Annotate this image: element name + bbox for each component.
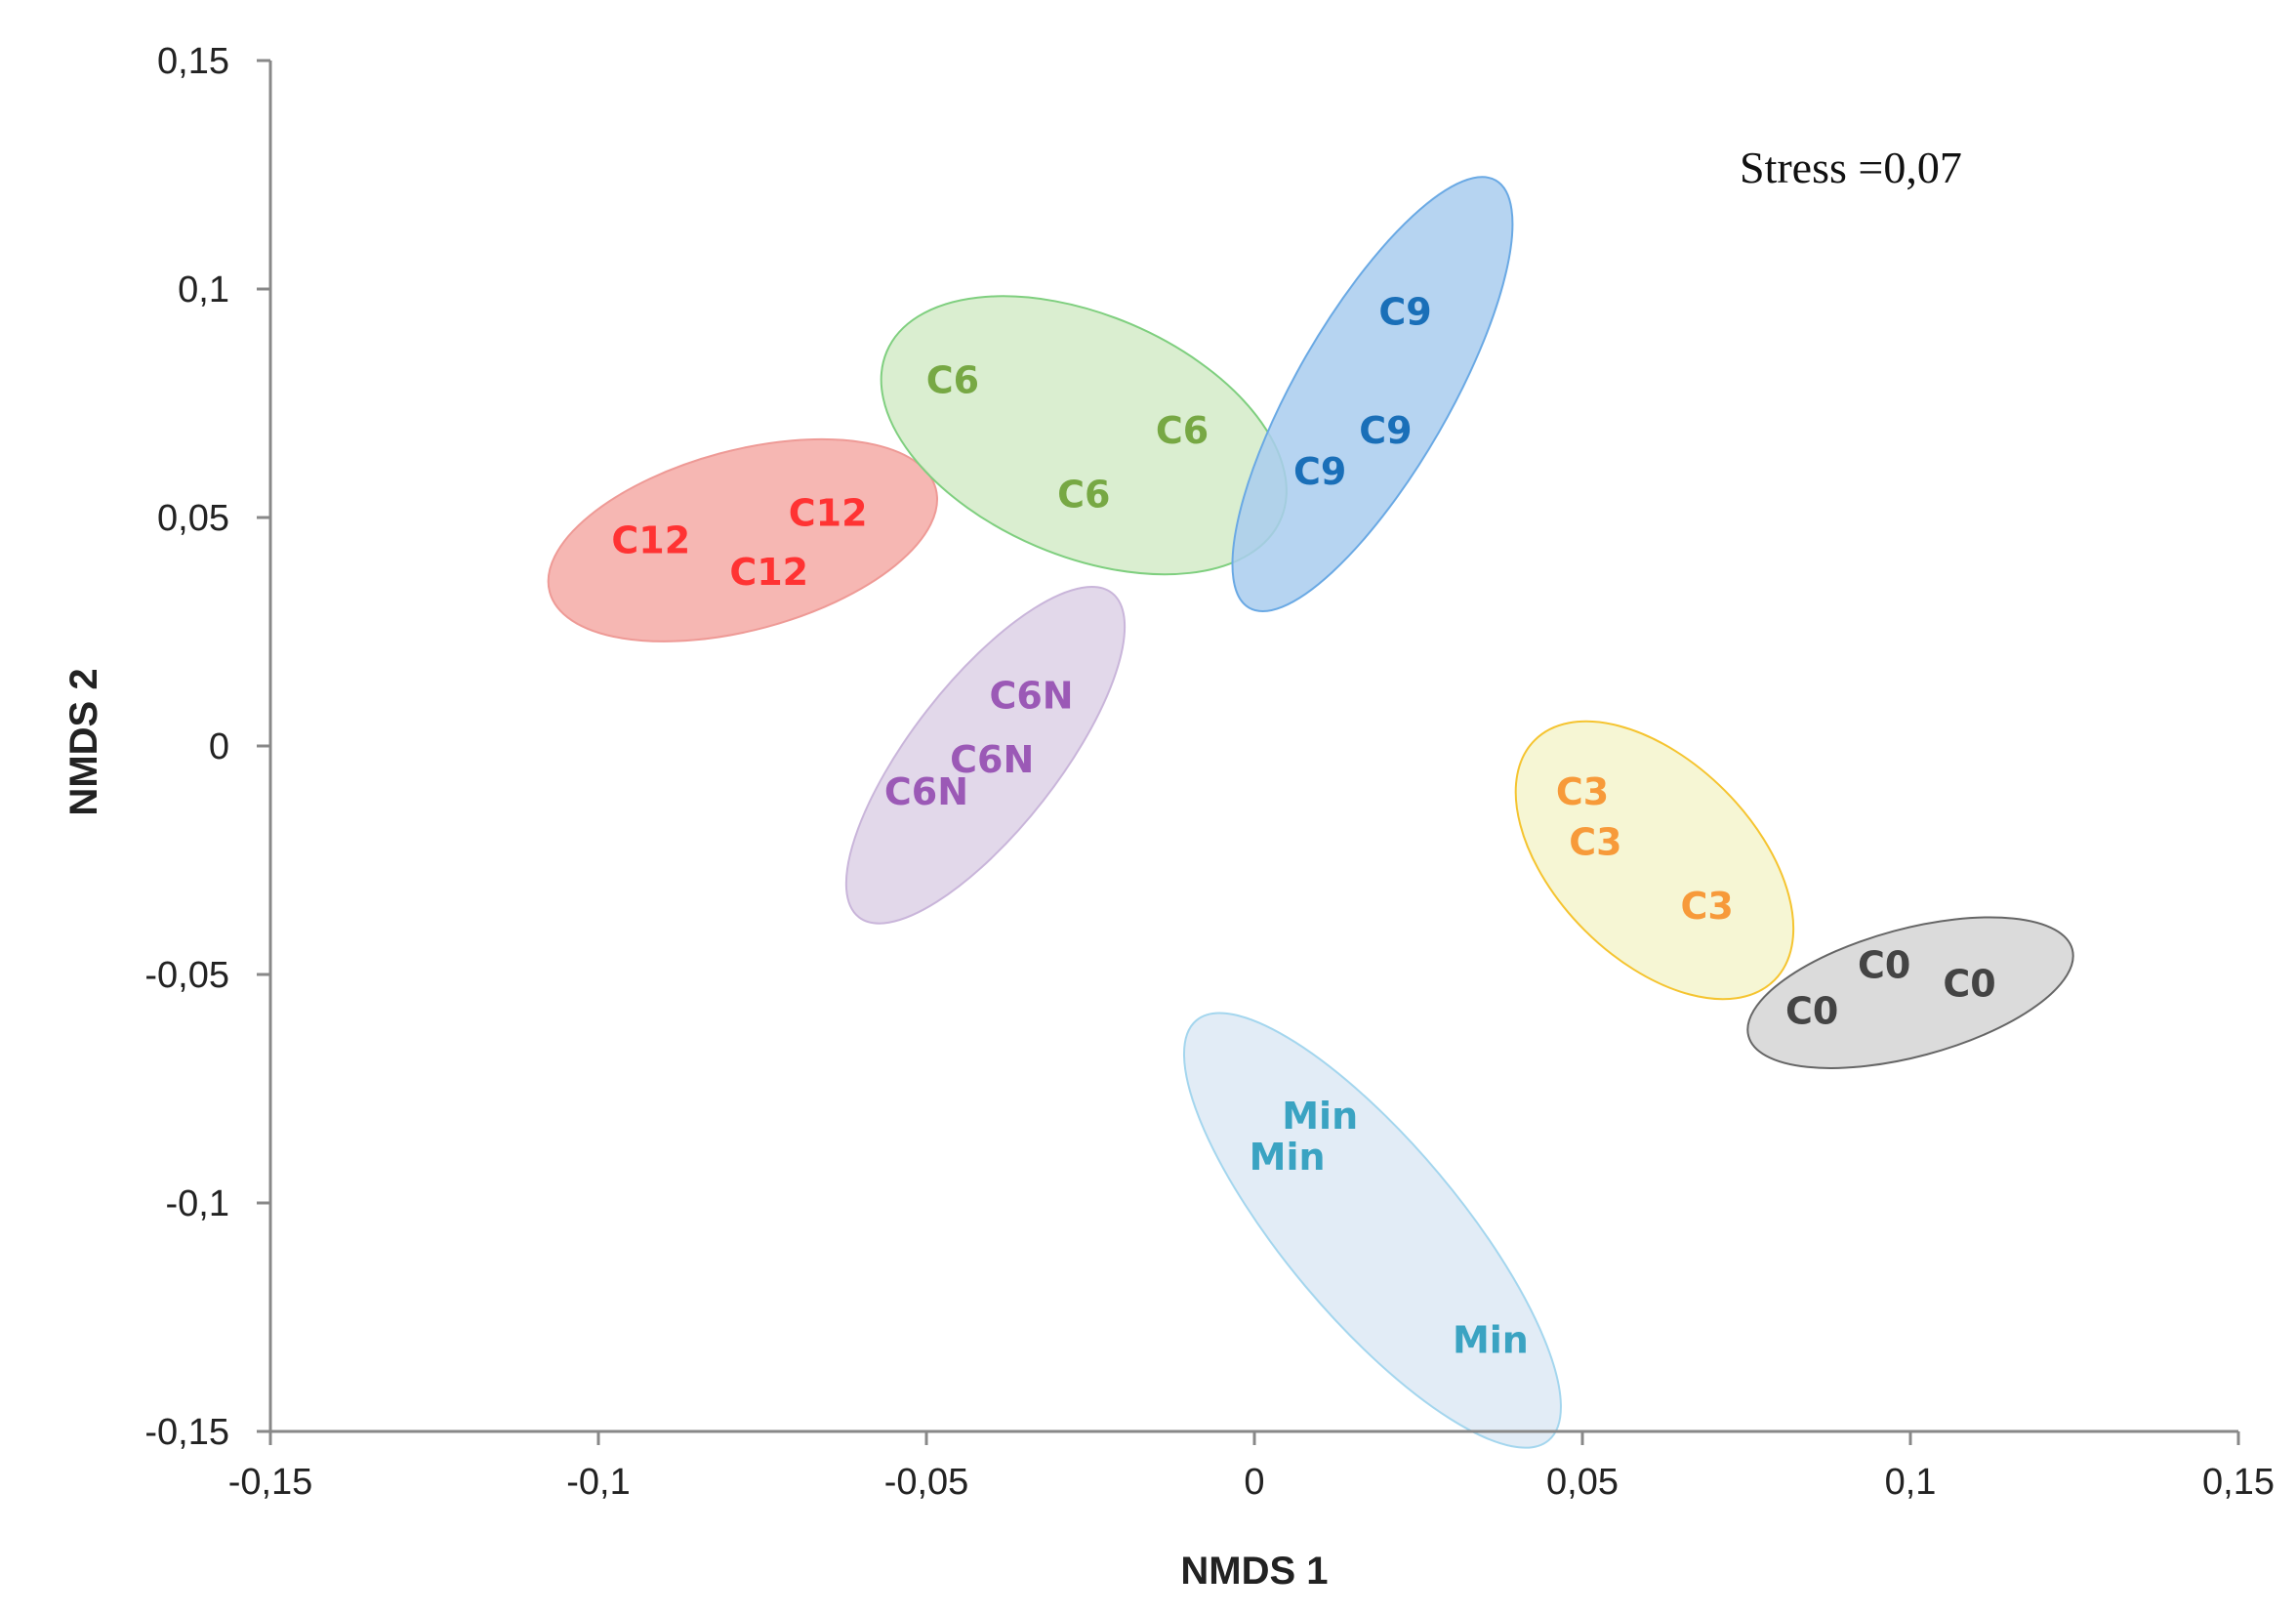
point-c12: C12 <box>729 551 808 594</box>
point-c3: C3 <box>1681 885 1734 928</box>
x-tick-label: 0,05 <box>1546 1462 1619 1503</box>
point-min: Min <box>1250 1136 1326 1179</box>
ellipse-min <box>1182 1012 1562 1449</box>
ellipse-c3 <box>1514 720 1795 1001</box>
x-tick-label: -0,15 <box>228 1462 313 1503</box>
y-axis-title: NMDS 2 <box>62 668 105 815</box>
x-axis-title: NMDS 1 <box>1180 1550 1328 1593</box>
ellipse-c12 <box>547 437 938 642</box>
x-tick-label: 0 <box>1244 1462 1264 1503</box>
y-axis-ticks: -0,15 -0,1 -0,05 0 0,05 0,1 0,15 <box>144 41 270 1453</box>
x-tick-label: -0,05 <box>884 1462 969 1503</box>
point-c9: C9 <box>1359 409 1412 452</box>
group-ellipses <box>547 176 2074 1449</box>
point-c9: C9 <box>1378 290 1431 333</box>
y-tick-label: 0,1 <box>178 269 229 311</box>
y-tick-label: -0,05 <box>144 955 229 996</box>
y-tick-label: -0,1 <box>166 1183 229 1224</box>
point-c0: C0 <box>1858 944 1910 987</box>
point-c3: C3 <box>1556 770 1609 813</box>
y-tick-label: 0,15 <box>157 41 229 82</box>
point-c6n: C6N <box>950 738 1034 781</box>
x-axis-ticks: -0,15 -0,1 -0,05 0 0,05 0,1 0,15 <box>228 1431 2275 1503</box>
point-min: Min <box>1453 1318 1529 1361</box>
point-c9: C9 <box>1293 450 1346 493</box>
x-tick-label: -0,1 <box>566 1462 630 1503</box>
ellipse-c6n <box>844 586 1127 925</box>
point-c6: C6 <box>1057 474 1110 517</box>
point-c6: C6 <box>926 359 979 402</box>
point-c6n: C6N <box>884 770 968 813</box>
stress-annotation: Stress =0,07 <box>1740 143 1962 192</box>
y-tick-label: 0,05 <box>157 498 229 539</box>
x-tick-label: 0,15 <box>2202 1462 2275 1503</box>
point-c12: C12 <box>611 518 690 561</box>
y-tick-label: 0 <box>209 726 229 767</box>
point-c0: C0 <box>1943 962 1995 1005</box>
ellipse-c9 <box>1231 176 1514 612</box>
x-tick-label: 0,1 <box>1885 1462 1937 1503</box>
y-tick-label: -0,15 <box>144 1412 229 1453</box>
point-c6: C6 <box>1156 409 1209 452</box>
ellipse-c0 <box>1746 916 2074 1069</box>
point-c3: C3 <box>1569 820 1621 863</box>
point-c0: C0 <box>1785 989 1838 1032</box>
point-min: Min <box>1282 1095 1358 1138</box>
point-c6n: C6N <box>989 675 1073 718</box>
point-c12: C12 <box>789 491 868 534</box>
